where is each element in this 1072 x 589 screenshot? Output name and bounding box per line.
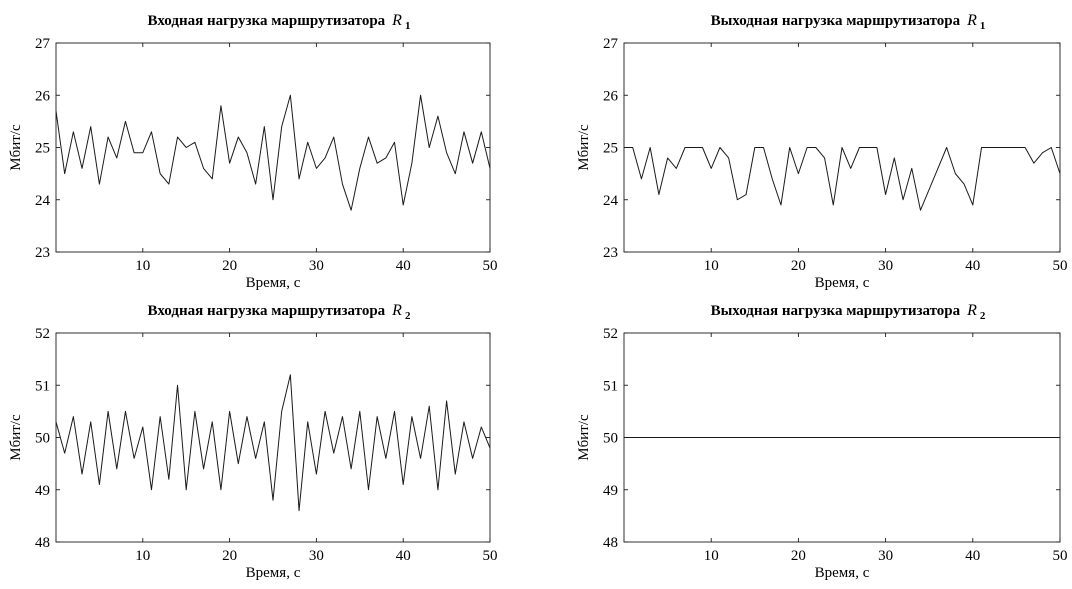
chart-title: Выходная нагрузка маршрутизатора R 2	[711, 302, 986, 322]
y-tick-label: 48	[603, 535, 618, 551]
chart-title-symbol: R	[966, 12, 977, 29]
x-tick-label: 30	[309, 258, 324, 274]
x-tick-label: 20	[791, 258, 806, 274]
y-tick-label: 27	[603, 36, 619, 52]
x-tick-label: 50	[1053, 258, 1068, 274]
x-tick-label: 10	[135, 548, 150, 564]
x-tick-label: 30	[878, 258, 893, 274]
x-tick-label: 40	[965, 548, 980, 564]
y-tick-label: 49	[35, 483, 50, 499]
series-line	[55, 374, 491, 512]
chart-title-subscript: 1	[405, 20, 411, 32]
x-tick-label: 50	[483, 258, 498, 274]
y-tick-label: 49	[603, 483, 618, 499]
chart-title-symbol: R	[966, 302, 977, 319]
x-axis-label: Время, с	[815, 565, 870, 581]
x-axis-label: Время, с	[246, 275, 301, 291]
y-tick-label: 52	[35, 326, 50, 342]
chart-title: Выходная нагрузка маршрутизатора R 1	[711, 12, 986, 32]
series-line	[624, 147, 1061, 211]
series-line	[55, 94, 491, 211]
x-tick-label: 20	[222, 258, 237, 274]
x-tick-label: 50	[1053, 548, 1068, 564]
y-tick-label: 50	[603, 431, 618, 447]
x-tick-label: 30	[309, 548, 324, 564]
chart-title-text: Входная нагрузка маршрутизатора	[148, 13, 386, 29]
chart-panel-3: 10 20 30 40 50 48 49 50 51 52 Время, с Мбит/с Входна…	[8, 302, 498, 581]
y-tick-label: 27	[35, 36, 51, 52]
x-tick-label: 10	[135, 258, 150, 274]
y-tick-label: 23	[35, 245, 50, 261]
x-tick-label: 30	[878, 548, 893, 564]
chart-title-text: Выходная нагрузка маршрутизатора	[711, 303, 961, 319]
x-tick-label: 50	[483, 548, 498, 564]
chart-title: Входная нагрузка маршрутизатора R 2	[148, 302, 411, 322]
y-tick-label: 48	[35, 535, 50, 551]
y-tick-label: 26	[35, 88, 51, 104]
y-axis-label: Мбит/с	[8, 414, 24, 461]
y-tick-label: 24	[603, 193, 619, 209]
y-axis-label: Мбит/с	[576, 124, 592, 171]
chart-title-text: Выходная нагрузка маршрутизатора	[711, 13, 961, 29]
chart-panel-1: 10 20 30 40 50 23 24 25 26 27 Время, с Мбит/с Входна…	[8, 12, 498, 291]
chart-title-subscript: 1	[980, 20, 986, 32]
chart-title-subscript: 2	[405, 310, 411, 322]
y-tick-label: 25	[603, 141, 618, 157]
x-axis-label: Время, с	[815, 275, 870, 291]
y-tick-label: 51	[603, 378, 618, 394]
y-tick-label: 51	[35, 378, 50, 394]
x-tick-label: 20	[222, 548, 237, 564]
x-tick-label: 40	[396, 258, 411, 274]
chart-title: Входная нагрузка маршрутизатора R 1	[148, 12, 411, 32]
chart-title-symbol: R	[391, 12, 402, 29]
y-tick-label: 24	[35, 193, 51, 209]
x-tick-label: 20	[791, 548, 806, 564]
x-tick-label: 40	[396, 548, 411, 564]
x-tick-label: 40	[965, 258, 980, 274]
x-tick-label: 10	[704, 258, 719, 274]
x-axis-label: Время, с	[246, 565, 301, 581]
chart-title-symbol: R	[391, 302, 402, 319]
y-tick-label: 50	[35, 431, 50, 447]
chart-panel-4: 10 20 30 40 50 48 49 50 51 52 Время, с Мбит/с Выходн…	[576, 302, 1068, 581]
chart-title-subscript: 2	[980, 310, 986, 322]
y-tick-label: 26	[603, 88, 619, 104]
chart-title-text: Входная нагрузка маршрутизатора	[148, 303, 386, 319]
y-tick-label: 23	[603, 245, 618, 261]
chart-panel-2: 10 20 30 40 50 23 24 25 26 27 Время, с Мбит/с Выходн…	[576, 12, 1068, 291]
y-tick-label: 52	[603, 326, 618, 342]
x-tick-label: 10	[704, 548, 719, 564]
y-axis-label: Мбит/с	[8, 124, 24, 171]
plot-frame	[55, 42, 491, 253]
y-axis-label: Мбит/с	[576, 414, 592, 461]
y-tick-label: 25	[35, 141, 50, 157]
